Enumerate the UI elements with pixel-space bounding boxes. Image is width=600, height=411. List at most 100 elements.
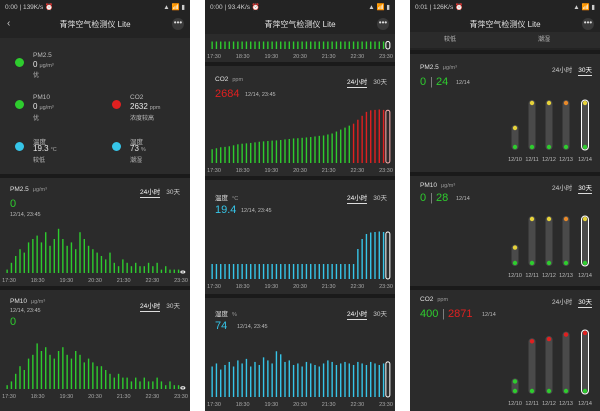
axis-tick-label: 20:30 [293, 168, 307, 174]
max-marker [512, 245, 518, 250]
card-title: PM10 μg/m³ [420, 182, 456, 189]
tab-24h[interactable]: 24小时 [347, 76, 368, 88]
tab-30d[interactable]: 30天 [578, 64, 592, 76]
divider [0, 174, 190, 178]
phone-screen-overview: 0:00 | 139K/s ⏰ ▲ 📶 ▮ ‹ 青萍空气检测仪 Lite •••… [0, 0, 190, 411]
min-marker [529, 144, 535, 150]
axis-tick-label: 17:30 [2, 278, 16, 284]
tab-24h[interactable]: 24小时 [552, 67, 573, 74]
axis-tick-label: 22:30 [350, 402, 364, 408]
back-arrow-icon[interactable]: ‹ [7, 18, 11, 29]
divider [205, 294, 395, 298]
humidity-bar-chart: 17:30 18:30 19:30 20:30 21:30 22:30 23:30 [207, 351, 393, 408]
current-value: 19.4 [215, 204, 237, 216]
axis-tick-label: 21:30 [322, 54, 336, 60]
scrolled-chart-remnant: 17:30 18:30 19:30 20:30 21:30 22:30 23:30 [205, 34, 395, 62]
range-tabs: 24小时 30天 [552, 64, 592, 76]
tab-30d[interactable]: 30天 [373, 79, 387, 86]
date-label: 12/11 [525, 273, 538, 279]
co2-30day-card: CO2 ppm 24小时 30天 400 | 2871 12/14 12/10 12… [410, 290, 600, 411]
temperature-status-dot [15, 142, 24, 151]
divider [205, 62, 395, 66]
tab-24h[interactable]: 24小时 [347, 192, 368, 204]
axis-tick-label: 22:30 [145, 394, 159, 400]
max-marker [582, 330, 588, 336]
status-right: ▲ 📶 ▮ [573, 4, 595, 11]
status-left: 0:00 | 139K/s ⏰ [5, 4, 54, 11]
status-left: 0:00 | 93.4K/s ⏰ [210, 4, 260, 11]
tab-30d[interactable]: 30天 [166, 303, 180, 310]
max-marker [546, 216, 552, 222]
current-value: 0 [10, 198, 17, 210]
more-menu-icon[interactable]: ••• [377, 18, 389, 30]
more-menu-icon[interactable]: ••• [172, 18, 184, 30]
humidity-label: 湿度 [130, 139, 143, 146]
date-label: 12/11 [525, 401, 538, 407]
app-titlebar: 青萍空气检测仪 Lite ••• [205, 14, 395, 34]
axis-tick-label: 18:30 [31, 278, 45, 284]
date-label: 12/11 [525, 157, 538, 163]
temperature-bar-chart: 17:30 18:30 19:30 20:30 21:30 22:30 23:30 [207, 231, 393, 290]
pm25-value: 0 μg/m³ [33, 60, 54, 69]
tab-24h[interactable]: 24小时 [552, 185, 573, 192]
axis-tick-label: 17:30 [207, 284, 221, 290]
range-bar [511, 244, 519, 266]
divider [0, 286, 190, 290]
tab-24h[interactable]: 24小时 [347, 308, 368, 320]
co2-bar-chart: 17:30 18:30 19:30 20:30 21:30 22:30 23:30 [207, 109, 393, 174]
axis-tick-label: 23:30 [379, 284, 393, 290]
current-bar-marker [385, 361, 391, 398]
range-bar [562, 331, 570, 394]
date-label: 12/14 [578, 401, 592, 407]
range-tabs: 24小时 30天 [347, 192, 387, 204]
axis-tick-label: 19:30 [264, 284, 278, 290]
status-bar: 0:00 | 139K/s ⏰ ▲ 📶 ▮ [0, 0, 190, 14]
tab-30d[interactable]: 30天 [373, 195, 387, 202]
tab-24h[interactable]: 24小时 [552, 299, 573, 306]
temperature-history-card: 温度 °C 24小时 30天 19.4 12/14, 23:45 17:30 18:… [205, 180, 395, 294]
current-bar-marker [180, 270, 186, 274]
axis-tick-label: 23:30 [379, 54, 393, 60]
temperature-level: 较低 [33, 158, 46, 164]
axis-tick-label: 17:30 [207, 168, 221, 174]
min-value: 0 [420, 192, 427, 204]
axis-tick-label: 20:30 [293, 284, 307, 290]
more-menu-icon[interactable]: ••• [582, 18, 594, 30]
pm10-value: 0 μg/m³ [33, 102, 54, 111]
tab-30d[interactable]: 30天 [578, 296, 592, 308]
axis-tick-label: 19:30 [264, 168, 278, 174]
max-value: 24 [436, 76, 449, 88]
min-value: 400 [420, 308, 439, 320]
divider [410, 50, 600, 54]
axis-tick-label: 17:30 [207, 402, 221, 408]
min-marker [563, 144, 569, 150]
axis-tick-label: 23:30 [379, 168, 393, 174]
axis-tick-label: 18:30 [236, 54, 250, 60]
min-marker [582, 260, 588, 266]
max-marker [563, 100, 569, 106]
axis-tick-label: 21:30 [322, 168, 336, 174]
tab-30d[interactable]: 30天 [166, 189, 180, 196]
current-bar-marker [180, 386, 186, 390]
axis-tick-label: 19:30 [264, 402, 278, 408]
tab-24h[interactable]: 24小时 [140, 300, 161, 312]
date-label: 12/12 [542, 401, 556, 407]
temperature-level: 较低 [444, 37, 457, 43]
divider [410, 286, 600, 290]
app-titlebar: ‹ 青萍空气检测仪 Lite ••• [0, 14, 190, 34]
current-bar-marker [385, 231, 391, 280]
top-bar-chart: 17:30 18:30 19:30 20:30 21:30 22:30 23:30 [207, 41, 393, 60]
max-marker [546, 336, 552, 342]
range-bar [528, 338, 536, 394]
tab-24h[interactable]: 24小时 [140, 186, 161, 198]
status-right: ▲ 📶 ▮ [368, 4, 390, 11]
humidity-history-card: 湿度% 24小时 30天 74 12/14, 23:45 17:30 18:30 1… [205, 298, 395, 411]
axis-tick-label: 21:30 [117, 278, 131, 284]
pm25-label: PM2.5 [33, 52, 52, 59]
tab-30d[interactable]: 30天 [373, 311, 387, 318]
card-title: CO2 ppm [215, 76, 244, 83]
app-title: 青萍空气检测仪 Lite [469, 19, 541, 29]
tab-30d[interactable]: 30天 [578, 182, 592, 194]
card-title: PM2.5 μg/m³ [420, 64, 457, 71]
axis-tick-label: 21:30 [322, 402, 336, 408]
